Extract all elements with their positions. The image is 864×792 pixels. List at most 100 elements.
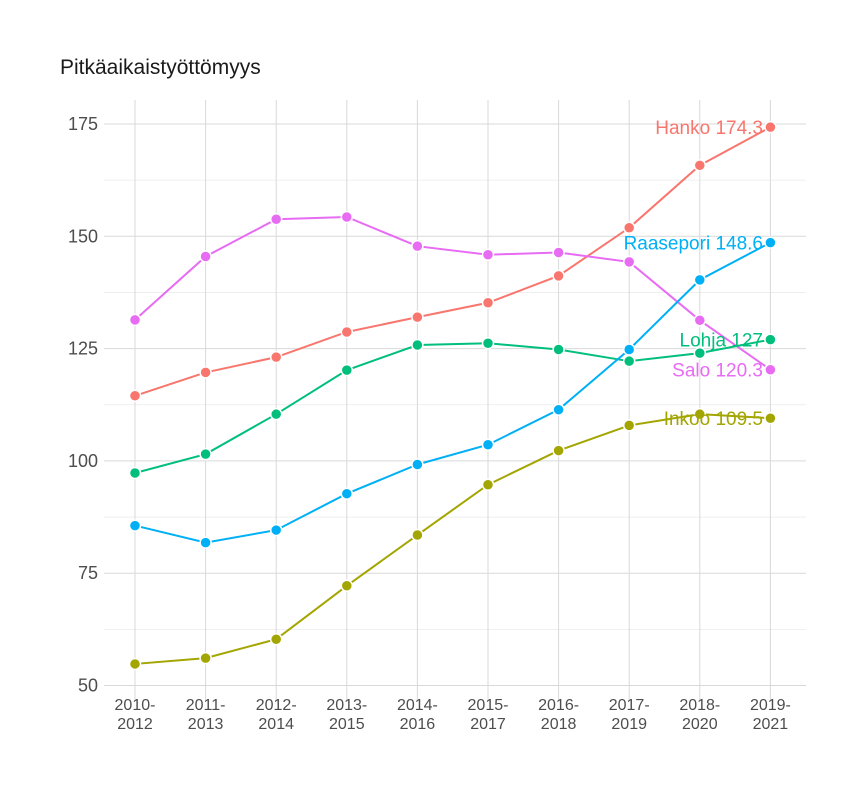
data-point-hanko (128, 389, 142, 403)
data-point-salo (622, 255, 636, 269)
grid (104, 100, 806, 700)
y-tick-label: 75 (78, 563, 98, 583)
data-point-hanko (269, 350, 283, 364)
data-point-lohja (481, 336, 495, 350)
data-point-salo (269, 212, 283, 226)
data-point-lohja (269, 407, 283, 421)
x-tick-label-line: 2014 (258, 716, 294, 733)
x-tick-label-line: 2016 (400, 716, 436, 733)
x-tick-label-line: 2013 (188, 716, 224, 733)
x-tick-label: 2018- 2020 (679, 697, 720, 733)
data-point-inkoo (693, 407, 707, 421)
series-line-hanko (134, 126, 771, 397)
data-point-raasepori (269, 523, 283, 537)
x-tick-label-line: 2016- (538, 697, 579, 714)
data-point-lohja (552, 343, 565, 356)
data-point-raasepori (481, 438, 495, 451)
series-end-labels: Hanko 174.3 Salo 120.3 Lohja 127 Raasepori … (624, 118, 763, 430)
series-label-salo: Salo 120.3 (672, 361, 763, 382)
x-tick-label-line: 2012 (117, 716, 153, 733)
data-point-salo (764, 363, 777, 376)
data-point-raasepori (764, 236, 777, 249)
data-point-inkoo (128, 657, 142, 671)
y-tick-label: 50 (78, 676, 98, 696)
data-point-raasepori (340, 487, 354, 500)
data-point-lohja (199, 447, 212, 461)
y-tick-label: 100 (68, 451, 98, 471)
x-tick-label-line: 2019- (750, 697, 791, 714)
y-tick-label: 150 (68, 226, 98, 246)
data-point-inkoo (411, 528, 424, 542)
x-tick-label-line: 2018 (541, 716, 577, 733)
data-point-lohja (764, 333, 777, 346)
series-label-lohja: Lohja 127 (680, 331, 763, 352)
data-point-raasepori (411, 458, 424, 471)
series-line-salo (134, 215, 771, 371)
series-line-inkoo (134, 413, 771, 665)
data-point-salo (128, 313, 142, 327)
series-line-lohja (134, 338, 771, 474)
x-tick-label-line: 2012- (256, 697, 297, 714)
data-point-lohja (340, 363, 354, 377)
x-tick-label: 2015- 2017 (468, 697, 509, 733)
y-tick-label: 175 (68, 114, 98, 134)
x-tick-label-line: 2021 (753, 716, 789, 733)
x-tick-label: 2016- 2018 (538, 697, 579, 733)
x-tick-label: 2012- 2014 (256, 697, 297, 733)
series-label-raasepori: Raasepori 148.6 (624, 234, 763, 255)
x-tick-label: 2017- 2019 (609, 697, 650, 733)
x-tick-label: 2011- 2013 (186, 697, 226, 733)
series-label-inkoo: Inkoo 109.5 (664, 409, 763, 430)
data-point-raasepori (128, 519, 142, 532)
data-point-inkoo (481, 478, 495, 491)
data-point-inkoo (269, 632, 283, 646)
data-point-raasepori (622, 343, 636, 356)
x-tick-label-line: 2019 (611, 716, 647, 733)
data-point-hanko (340, 325, 354, 339)
x-tick-label-line: 2015 (329, 716, 365, 733)
data-point-raasepori (199, 536, 212, 549)
y-axis-ticks: 50 75 100 125 150 175 (68, 114, 98, 696)
data-point-inkoo (340, 579, 354, 593)
data-point-lohja (622, 354, 636, 368)
x-tick-label: 2010- 2012 (115, 697, 156, 733)
x-tick-label: 2019- 2021 (750, 697, 791, 733)
x-axis-ticks: 2010- 2012 2011- 2013 2012- 2014 2013- 2015 2014… (115, 697, 791, 733)
data-point-inkoo (199, 651, 212, 665)
data-point-hanko (622, 221, 636, 235)
data-point-hanko (764, 120, 777, 134)
data-point-hanko (481, 296, 495, 310)
x-tick-label-line: 2015- (468, 697, 509, 714)
x-tick-label-line: 2017 (470, 716, 506, 733)
data-point-salo (693, 314, 707, 327)
data-point-salo (411, 239, 424, 253)
data-point-salo (552, 246, 565, 259)
x-tick-label-line: 2011- (186, 697, 226, 714)
data-point-hanko (411, 310, 424, 324)
x-tick-label-line: 2017- (609, 697, 650, 714)
data-point-raasepori (693, 273, 707, 287)
data-point-salo (199, 250, 212, 263)
y-tick-label: 125 (68, 339, 98, 359)
data-point-raasepori (552, 403, 565, 416)
data-point-inkoo (622, 419, 636, 432)
chart-title: Pitkäaikaistyöttömyys (60, 56, 261, 79)
x-tick-label-line: 2010- (115, 697, 156, 714)
data-point-lohja (128, 466, 142, 480)
data-point-lohja (693, 346, 707, 360)
series-label-hanko: Hanko 174.3 (655, 118, 763, 139)
x-tick-label-line: 2018- (679, 697, 720, 714)
x-tick-label: 2013- 2015 (326, 697, 367, 733)
series-lines (134, 126, 771, 665)
x-tick-label-line: 2013- (326, 697, 367, 714)
series-points (128, 120, 777, 671)
x-tick-label: 2014- 2016 (397, 697, 438, 733)
series-line-raasepori (134, 241, 771, 544)
x-tick-label-line: 2020 (682, 716, 718, 733)
data-point-inkoo (764, 411, 777, 425)
data-point-inkoo (552, 444, 565, 457)
data-point-salo (481, 248, 495, 261)
data-point-lohja (411, 338, 424, 352)
data-point-salo (340, 210, 354, 224)
